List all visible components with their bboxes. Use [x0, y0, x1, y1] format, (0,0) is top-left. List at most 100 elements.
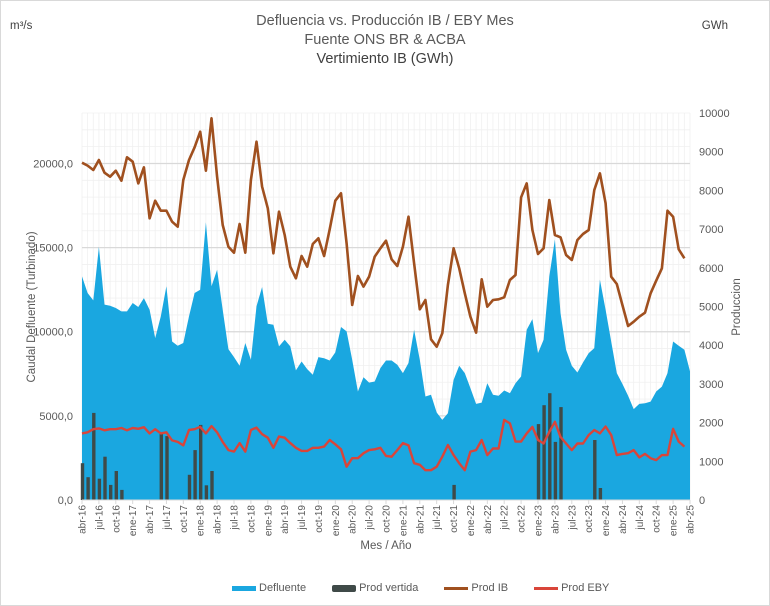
- legend-label-prod-vertida: Prod vertida: [359, 582, 419, 594]
- prod-vertida-bar: [86, 477, 90, 500]
- x-tick-label: oct-22: [517, 505, 528, 533]
- prod-eby-line: [81, 418, 686, 472]
- prod-vertida-bar: [193, 450, 197, 500]
- prod-vertida-bar: [92, 412, 96, 500]
- y-left-tick-label: 5000,0: [39, 411, 73, 423]
- x-axis-label: Mes / Año: [360, 540, 411, 552]
- x-tick-label: ene-23: [534, 505, 545, 537]
- prod-vertida-bar: [559, 407, 563, 500]
- legend-item-prod-vertida: Prod vertida: [332, 582, 418, 594]
- y-left-tick-label: 15000,0: [33, 243, 73, 255]
- legend-swatch-prod-ib: [444, 586, 469, 590]
- x-tick-label: abr-25: [686, 505, 697, 534]
- prod-vertida-bar: [120, 489, 124, 500]
- legend-item-prod-eby: Prod EBY: [534, 582, 609, 594]
- x-tick-label: jul-21: [432, 505, 443, 531]
- x-tick-label: abr-23: [550, 505, 561, 534]
- right-axis-unit: GWh: [701, 20, 728, 32]
- prod-vertida-bar: [199, 424, 203, 500]
- x-tick-label: jul-17: [162, 505, 173, 531]
- left-axis-unit: m³/s: [10, 20, 33, 32]
- legend-label-defluente: Defluente: [259, 582, 307, 594]
- legend-label-prod-ib: Prod IB: [471, 582, 509, 594]
- x-tick-label: oct-20: [382, 505, 393, 533]
- legend: Defluente Prod vertida Prod IB Prod EBY: [232, 582, 635, 594]
- y-left-tick-label: 10000,0: [33, 327, 73, 339]
- x-tick-label: oct-18: [246, 505, 257, 533]
- prod-vertida-bar: [165, 436, 169, 500]
- prod-vertida-bar: [204, 485, 209, 500]
- x-tick-label: ene-18: [196, 505, 207, 537]
- prod-vertida-bar: [593, 440, 597, 500]
- y-right-tick-label: 7000: [699, 224, 723, 236]
- x-tick-label: ene-17: [128, 505, 139, 537]
- y-right-tick-label: 10000: [699, 108, 730, 120]
- y-right-tick-label: 5000: [699, 302, 723, 314]
- line-layer: [81, 117, 686, 472]
- y-axis-left-label: Caudal Defluente (Turbinado): [26, 231, 38, 382]
- legend-label-prod-eby: Prod EBY: [561, 582, 610, 594]
- x-tick-label: ene-22: [466, 505, 477, 537]
- prod-vertida-bar: [80, 463, 85, 500]
- chart-subtitle-1: Fuente ONS BR & ACBA: [304, 32, 466, 48]
- prod-vertida-bar: [103, 456, 107, 500]
- y-right-tick-label: 0: [699, 495, 705, 507]
- y-right-tick-label: 2000: [699, 418, 723, 430]
- prod-vertida-bar: [210, 471, 214, 500]
- x-tick-label: jul-22: [500, 505, 511, 531]
- y-right-tick-label: 4000: [699, 340, 723, 352]
- x-tick-label: oct-17: [179, 505, 190, 533]
- y-right-tick-label: 8000: [699, 185, 723, 197]
- y-axis-right-label: Produccion: [731, 278, 743, 336]
- x-tick-label: abr-22: [483, 505, 494, 534]
- y-right-tick-label: 9000: [699, 147, 723, 159]
- prod-vertida-bar: [553, 441, 558, 500]
- chart-title-block: Defluencia vs. Producción IB / EBY Mes F…: [0, 12, 770, 69]
- x-tick-label: ene-19: [263, 505, 274, 537]
- prod-vertida-bar: [187, 474, 192, 500]
- x-tick-label: abr-20: [348, 505, 359, 534]
- x-tick-label: abr-16: [78, 505, 89, 534]
- x-tick-label: abr-18: [213, 505, 224, 534]
- prod-vertida-bar: [97, 478, 102, 500]
- prod-ib-line: [81, 117, 686, 349]
- x-tick-label: abr-21: [415, 505, 426, 534]
- x-tick-label: abr-24: [618, 505, 629, 534]
- x-tick-label: abr-19: [280, 505, 291, 534]
- x-tick-label: jul-16: [94, 505, 105, 531]
- y-right-tick-label: 1000: [699, 456, 723, 468]
- y-left-tick-label: 0,0: [58, 495, 73, 507]
- prod-vertida-bars: [80, 393, 603, 500]
- prod-vertida-bar: [114, 471, 118, 500]
- y-right-tick-label: 6000: [699, 263, 723, 275]
- x-tick-label: oct-23: [584, 505, 595, 533]
- legend-swatch-prod-eby: [534, 586, 559, 590]
- prod-vertida-bar: [548, 393, 552, 500]
- legend-swatch-defluente: [232, 585, 256, 591]
- x-tick-label: abr-17: [145, 505, 156, 534]
- x-tick-label: oct-21: [449, 505, 460, 533]
- prod-vertida-bar: [598, 488, 603, 500]
- x-tick-label: ene-24: [601, 505, 612, 537]
- x-tick-label: oct-19: [314, 505, 325, 533]
- x-tick-label: oct-16: [111, 505, 122, 533]
- x-tick-label: jul-18: [230, 505, 241, 531]
- prod-vertida-bar: [542, 405, 546, 500]
- x-tick-label: ene-25: [669, 505, 680, 537]
- legend-item-prod-ib: Prod IB: [444, 582, 508, 594]
- x-tick-label: jul-19: [297, 505, 308, 531]
- prod-vertida-bar: [109, 484, 113, 500]
- chart-title: Defluencia vs. Producción IB / EBY Mes: [256, 13, 514, 29]
- y-left-tick-label: 20000,0: [33, 158, 73, 170]
- x-tick-label: oct-24: [652, 505, 663, 533]
- legend-item-defluente: Defluente: [232, 582, 306, 594]
- legend-swatch-prod-vertida: [332, 584, 357, 592]
- x-tick-label: ene-21: [398, 505, 409, 537]
- x-tick-label: jul-23: [567, 505, 578, 531]
- prod-vertida-bar: [452, 484, 456, 500]
- x-tick-label: jul-24: [635, 505, 646, 531]
- x-tick-label: ene-20: [331, 505, 342, 537]
- prod-vertida-bar: [536, 424, 541, 500]
- y-right-tick-label: 3000: [699, 379, 723, 391]
